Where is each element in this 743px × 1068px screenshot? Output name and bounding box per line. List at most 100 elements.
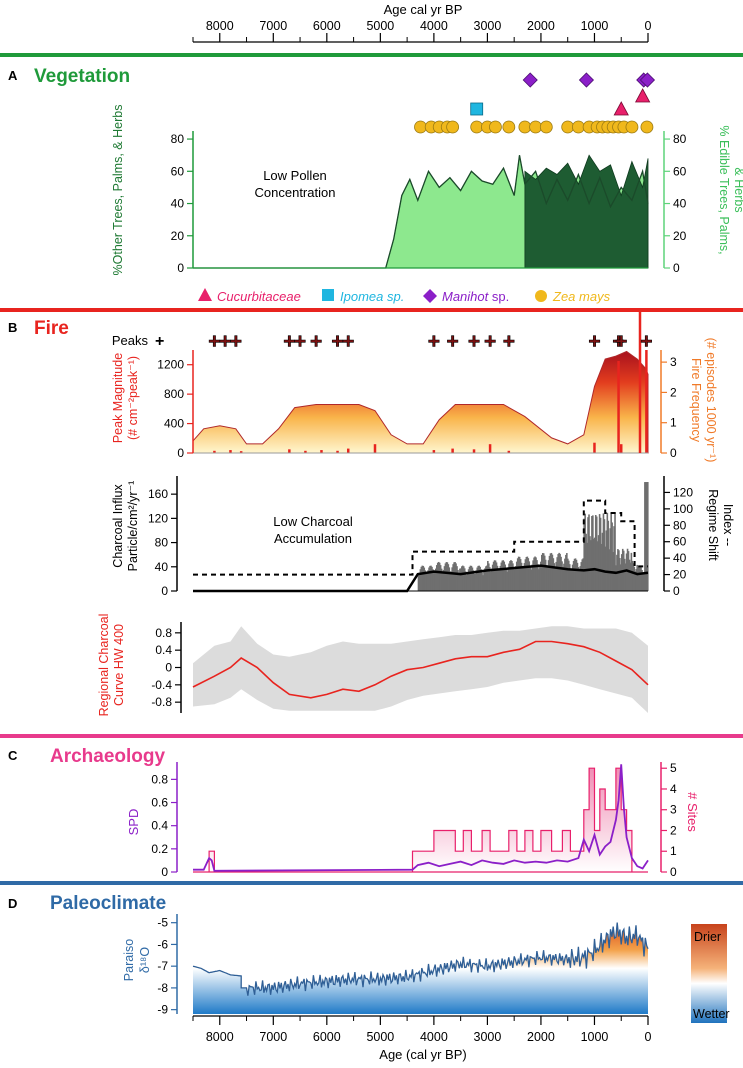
regional-charcoal-label-2: Curve HW 400: [112, 624, 126, 706]
paleoclimate-plot: [192, 922, 649, 1014]
regime-shift-axis-tick-label: 20: [673, 568, 687, 582]
fire-peak-marker: +: [208, 330, 220, 353]
cucurbitaceae-marker: [634, 88, 651, 103]
regional-charcoal-axis-tick-label: 0.8: [155, 626, 172, 640]
fire-peak-marker: +: [310, 330, 322, 353]
spd-axis-tick-label: 0: [161, 865, 168, 879]
regional-charcoal-axis-tick-label: -0.8: [151, 695, 172, 709]
peaks-legend-plus: +: [155, 333, 164, 350]
regional-charcoal-axis-tick-label: -0.4: [151, 678, 172, 692]
sites-axis-tick-label: 4: [670, 782, 677, 796]
legend-triangle-icon: [198, 288, 212, 301]
vegetation-left-axis-label: %Other Trees, Palms, & Herbs: [111, 105, 125, 276]
top-axis-tick-label: 1000: [581, 19, 609, 33]
panel-d-paleoclimate: D Paleoclimate -9 -8 -7 -6 -5 Paraiso δ¹⁸O D…: [8, 893, 730, 1023]
regional-charcoal-plot: [192, 626, 649, 713]
peak-magnitude-axis-tick-label: 0: [177, 446, 184, 460]
charcoal-influx-label-2: Particle/cm²/yr⁻¹: [126, 481, 140, 572]
fire-frequency-area: [192, 312, 649, 454]
d18o-label-1: Paraiso: [122, 939, 136, 981]
regional-confidence-band: [193, 626, 648, 713]
legend-label-suffix: sp.: [488, 289, 509, 304]
manihot-marker: [639, 72, 656, 88]
charcoal-background-line: [193, 564, 649, 593]
sites-axis-tick-label: 2: [670, 823, 677, 837]
vegetation-left-axis-tick-label: 40: [171, 197, 185, 211]
fire-peak-markers: +++ ++ + ++ + + + + + + ++ +: [208, 330, 653, 354]
paleoclimate-section-bar: [0, 881, 743, 885]
cucurbitaceae-marker: [613, 101, 629, 116]
bottom-axis-tick-label: 8000: [206, 1030, 234, 1044]
fire-frequency-axis-tick-label: 2: [670, 385, 677, 399]
fire-peak-marker: +: [640, 330, 652, 353]
charcoal-influx-axis-tick-label: 0: [161, 584, 168, 598]
regime-shift-axis-tick-label: 120: [673, 485, 693, 499]
vegetation-right-axis-tick-label: 0: [673, 261, 680, 275]
fire-frequency-axis: 0 1 2 3: [660, 350, 677, 460]
d18o-axis-tick-label: -5: [157, 916, 168, 930]
sites-axis-tick-label: 0: [670, 865, 677, 879]
bottom-axis-title: Age (cal yr BP): [379, 1047, 466, 1062]
charcoal-annotation-1: Low Charcoal: [273, 514, 353, 529]
fire-peak-marker: +: [468, 330, 480, 353]
regional-charcoal-axis: -0.8 -0.4 0 0.4 0.8: [151, 622, 182, 713]
panel-b-fire: B Fire Peaks + +++ ++ + ++ + + + + + + ++ + 0400800…: [8, 312, 735, 716]
colorbar-drier-label: Drier: [694, 930, 721, 944]
fire-peak-marker: +: [588, 330, 600, 353]
charcoal-influx-axis-tick-label: 40: [155, 560, 169, 574]
zea-mays-marker: [561, 120, 575, 134]
fire-peak-marker: +: [428, 330, 440, 353]
legend-diamond-icon: [423, 289, 437, 303]
sites-axis: 0 1 2 3 4 5: [660, 761, 677, 879]
peak-magnitude-axis-tick-label: 800: [164, 387, 184, 401]
regime-shift-axis-tick-label: 80: [673, 518, 687, 532]
peak-magnitude-label-2: (# cm⁻²peak⁻¹): [126, 356, 140, 440]
moisture-colorbar: [691, 924, 727, 1023]
bottom-axis-tick-label: 1000: [581, 1030, 609, 1044]
vegetation-left-axis-tick-label: 20: [171, 229, 185, 243]
spd-axis-tick-label: 0.4: [151, 819, 168, 833]
top-axis-tick-label: 3000: [474, 19, 502, 33]
panel-c-archaeology: C Archaeology 0 0.2 0.4 0.6 0.8 0 1 2 3 4 5 SPD #…: [8, 746, 700, 879]
bottom-axis-tick-label: 4000: [420, 1030, 448, 1044]
regional-charcoal-line: [192, 640, 649, 699]
spd-axis-tick-label: 0.6: [151, 796, 168, 810]
panel-b-letter: B: [8, 320, 17, 335]
fire-frequency-area-fill: [192, 350, 649, 454]
legend-label: Manihot sp.: [442, 289, 509, 304]
manihot-marker: [522, 72, 538, 88]
legend-label: Cucurbitaceae: [217, 289, 301, 304]
sites-axis-tick-label: 5: [670, 761, 677, 775]
zea-mays-marker: [518, 120, 532, 134]
macrofossil-markers: [414, 72, 656, 134]
fire-peak-marker: +: [484, 330, 496, 353]
top-axis-title: Age cal yr BP: [384, 2, 463, 17]
edible-taxa-area: [524, 154, 649, 269]
sites-step-area: [193, 767, 648, 873]
panel-c-title: Archaeology: [50, 746, 166, 767]
charcoal-influx-axis-tick-label: 120: [148, 511, 168, 525]
regime-shift-axis-tick-label: 100: [673, 502, 693, 516]
legend-square-icon: [322, 289, 334, 301]
regional-charcoal-axis-tick-label: 0.4: [155, 643, 172, 657]
fire-peak-marker: +: [294, 330, 306, 353]
top-age-axis: Age cal yr BP 8000 7000 6000 5000 4000 3000 20…: [192, 2, 652, 43]
peak-magnitude-axis: 0 400 800 1200: [157, 350, 194, 460]
zea-mays-marker: [470, 120, 484, 134]
regime-shift-axis-tick-label: 0: [673, 584, 680, 598]
sites-label: # Sites: [685, 792, 700, 832]
manihot-marker: [578, 72, 595, 88]
vegetation-left-axis: 0 20 40 60 80: [171, 131, 194, 275]
fire-frequency-axis-tick-label: 3: [670, 355, 677, 369]
regional-charcoal-label-1: Regional Charcoal: [97, 614, 111, 717]
fire-peak-marker: +: [503, 330, 515, 353]
panel-d-title: Paleoclimate: [50, 893, 166, 914]
archaeology-section-bar: [0, 734, 743, 738]
bottom-axis-tick-label: 2000: [527, 1030, 555, 1044]
panel-d-letter: D: [8, 896, 17, 911]
top-axis-ticks: 8000 7000 6000 5000 4000 3000 2000 1000 0: [192, 19, 652, 42]
regime-shift-label-1: Regime Shift: [706, 489, 720, 561]
charcoal-influx-label-1: Charcoal Influx: [111, 484, 125, 568]
regime-shift-axis-tick-label: 40: [673, 551, 687, 565]
